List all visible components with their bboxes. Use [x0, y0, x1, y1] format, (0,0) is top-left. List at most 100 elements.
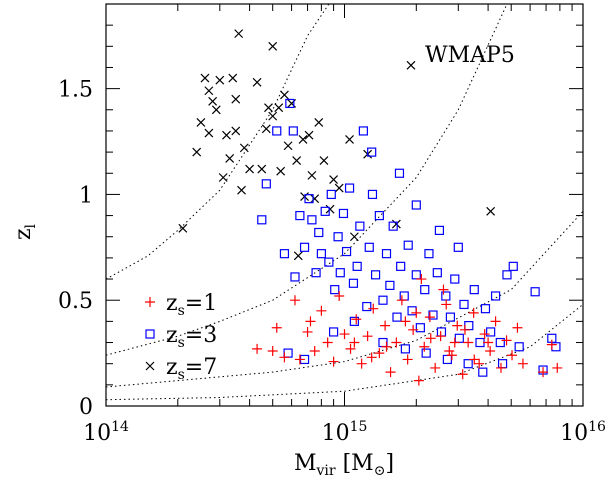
data-point-zs7 — [319, 156, 329, 165]
data-point-zs7 — [334, 183, 344, 193]
data-point-zs3 — [330, 285, 340, 295]
data-point-zs1 — [385, 367, 396, 378]
data-point-zs3 — [490, 291, 501, 301]
legend-label-sub: s — [178, 367, 185, 383]
legend-label-suffix: =3 — [185, 323, 217, 348]
data-point-zs7 — [345, 134, 354, 144]
data-point-zs3 — [362, 301, 372, 312]
data-point-zs1 — [449, 337, 460, 348]
data-point-zs3 — [316, 249, 326, 259]
data-point-zs7 — [283, 141, 293, 151]
legend-label-sub: s — [178, 335, 185, 351]
data-point-zs1 — [334, 290, 345, 301]
data-point-zs3 — [424, 249, 434, 259]
data-point-zs1 — [396, 295, 407, 306]
data-point-zs1 — [438, 284, 449, 295]
data-point-zs7 — [208, 96, 218, 106]
data-point-zs7 — [391, 219, 401, 229]
x-axis-label: Mvir [M⊙] — [294, 451, 394, 479]
legend-marker — [145, 297, 155, 307]
data-point-zs3 — [304, 194, 314, 204]
data-point-zs1 — [507, 350, 518, 361]
data-point-zs1 — [351, 314, 362, 325]
legend-label-suffix: =7 — [185, 355, 217, 380]
data-point-zs7 — [268, 41, 278, 51]
data-point-zs1 — [435, 331, 446, 342]
data-point-zs7 — [228, 73, 238, 83]
data-point-zs3 — [341, 246, 352, 257]
data-point-zs3 — [432, 268, 442, 278]
data-point-zs3 — [349, 316, 359, 326]
legend-label-prefix: z — [166, 323, 178, 348]
data-point-zs1 — [552, 362, 563, 373]
data-point-zs3 — [314, 227, 324, 238]
data-point-zs3 — [385, 280, 395, 290]
data-point-zs3 — [508, 261, 518, 271]
legend-label-sub: s — [178, 303, 185, 319]
data-point-zs3 — [338, 208, 349, 219]
data-point-zs7 — [257, 164, 267, 174]
data-point-zs1 — [368, 303, 379, 314]
data-point-zs3 — [257, 215, 267, 225]
data-point-zs1 — [305, 316, 316, 327]
data-point-zs1 — [252, 343, 263, 354]
data-point-zs7 — [298, 134, 308, 144]
y-tick-label: 0.5 — [58, 289, 93, 314]
x-tick-exponent: 14 — [111, 419, 129, 435]
data-point-zs1 — [490, 316, 501, 327]
data-point-zs1 — [463, 337, 474, 348]
data-point-zs3 — [261, 179, 271, 189]
x-tick-base: 10 — [83, 421, 111, 446]
data-point-zs3 — [394, 168, 405, 178]
legend-label: zs=1 — [166, 291, 217, 319]
plot-frame — [105, 3, 584, 407]
legend-entry-zs3: zs=3 — [145, 323, 217, 351]
data-point-zs1 — [302, 326, 313, 337]
data-point-zs1 — [430, 362, 441, 373]
data-point-zs7 — [261, 124, 271, 134]
data-point-zs3 — [411, 270, 421, 280]
data-point-zs1 — [267, 345, 278, 356]
data-point-zs3 — [463, 359, 473, 369]
data-point-zs3 — [530, 287, 540, 297]
data-point-zs3 — [326, 189, 336, 200]
data-point-zs3 — [328, 327, 339, 337]
data-point-zs7 — [252, 77, 262, 87]
legend-marker — [145, 361, 155, 371]
x-tick-label: 1014 — [83, 419, 129, 446]
data-point-zs7 — [239, 143, 249, 153]
data-point-zs3 — [288, 126, 298, 136]
data-point-zs7 — [196, 118, 206, 127]
data-point-zs3 — [392, 312, 402, 322]
data-point-zs1 — [457, 369, 468, 380]
x-tick-exponent: 16 — [588, 419, 606, 435]
data-point-zs1 — [419, 341, 430, 352]
data-point-zs3 — [333, 232, 343, 242]
data-point-zs1 — [425, 333, 436, 344]
x-tick-label: 1016 — [560, 419, 606, 446]
data-point-zs3 — [459, 299, 469, 310]
data-point-zs7 — [486, 206, 496, 216]
data-point-zs1 — [381, 341, 392, 352]
data-point-zs3 — [388, 221, 398, 231]
data-point-zs3 — [495, 337, 505, 348]
reference-curves — [106, 4, 583, 401]
data-point-zs3 — [285, 98, 295, 109]
data-point-zs7 — [178, 223, 188, 233]
legend-label: zs=3 — [166, 323, 217, 351]
data-point-zs1 — [362, 331, 373, 342]
y-tick-label: 0 — [79, 395, 93, 420]
x-tick-base: 10 — [560, 421, 588, 446]
data-point-zs1 — [501, 335, 512, 346]
data-point-zs3 — [299, 242, 310, 252]
data-point-zs7 — [276, 166, 286, 176]
data-point-zs1 — [411, 307, 422, 318]
reference-curve — [106, 4, 508, 356]
x-tick-base: 10 — [322, 421, 350, 446]
data-point-zs1 — [495, 362, 506, 373]
data-point-zs3 — [367, 147, 377, 157]
data-point-zs1 — [459, 324, 470, 335]
data-point-zs7 — [268, 111, 278, 121]
data-point-zs1 — [479, 329, 490, 340]
